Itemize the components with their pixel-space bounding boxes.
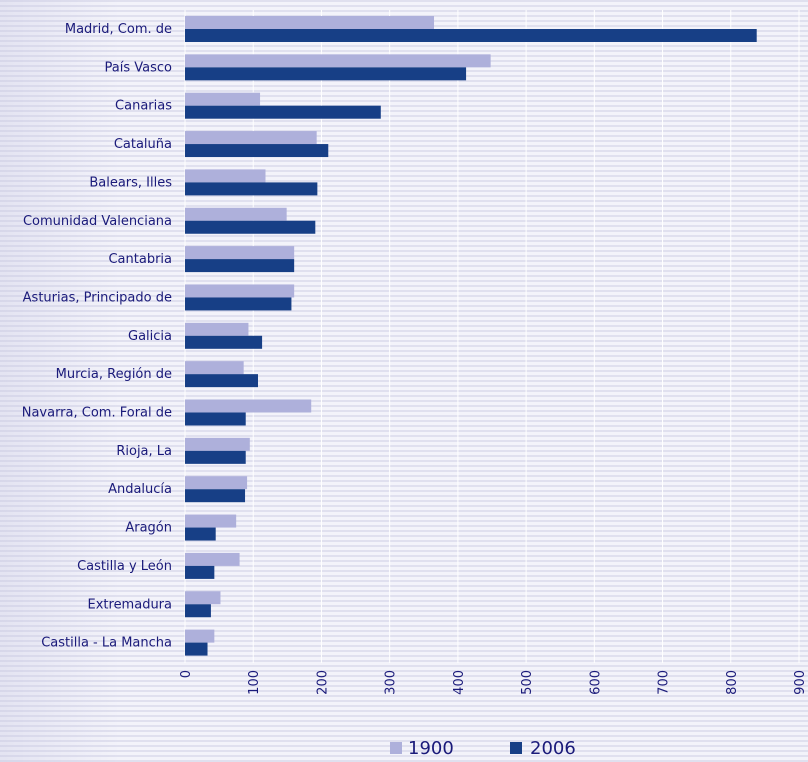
bar-2006 bbox=[185, 450, 246, 464]
x-tick-label: 800 bbox=[725, 670, 740, 695]
bar-1900 bbox=[185, 207, 287, 221]
bar-2006 bbox=[185, 489, 246, 503]
bars bbox=[185, 16, 757, 656]
bar-2006 bbox=[185, 105, 381, 119]
legend: 1900 2006 bbox=[390, 738, 576, 759]
x-tick-label: 400 bbox=[452, 670, 467, 695]
x-tick-label: 0 bbox=[179, 670, 194, 678]
legend-label-1900: 1900 bbox=[408, 738, 454, 759]
bar-1900 bbox=[185, 54, 491, 68]
legend-swatch-1900 bbox=[390, 742, 402, 754]
category-label: Extremadura bbox=[88, 597, 173, 612]
bar-2006 bbox=[185, 259, 295, 273]
bar-2006 bbox=[185, 29, 757, 42]
bar-1900 bbox=[185, 514, 237, 528]
category-label: País Vasco bbox=[105, 60, 173, 75]
bar-1900 bbox=[185, 16, 435, 29]
category-label: Canarias bbox=[115, 99, 172, 114]
bar-1900 bbox=[185, 476, 248, 490]
category-label: Galicia bbox=[128, 329, 172, 344]
category-label: Cantabria bbox=[108, 252, 172, 267]
bar-1900 bbox=[185, 591, 221, 605]
bar-1900 bbox=[185, 629, 215, 643]
bar-2006 bbox=[185, 527, 216, 541]
legend-label-2006: 2006 bbox=[530, 738, 576, 759]
bar-1900 bbox=[185, 92, 261, 106]
category-label: Aragón bbox=[125, 521, 172, 536]
category-label: Murcia, Región de bbox=[56, 367, 172, 382]
category-label: Castilla - La Mancha bbox=[41, 636, 172, 651]
x-tick-label: 200 bbox=[315, 670, 330, 695]
legend-swatch-2006 bbox=[510, 742, 522, 754]
x-axis-tick-labels: 0 100 200 300 400 500 600 700 800 900 bbox=[179, 670, 808, 695]
category-label: Navarra, Com. Foral de bbox=[22, 406, 172, 421]
bar-2006 bbox=[185, 144, 329, 158]
category-label: Andalucía bbox=[108, 482, 172, 497]
category-label: Madrid, Com. de bbox=[65, 22, 172, 37]
x-tick-label: 900 bbox=[793, 670, 808, 695]
category-label: Rioja, La bbox=[116, 444, 172, 459]
bar-1900 bbox=[185, 246, 295, 260]
bar-1900 bbox=[185, 322, 249, 336]
bar-1900 bbox=[185, 284, 295, 298]
bar-2006 bbox=[185, 565, 215, 579]
x-tick-label: 300 bbox=[384, 670, 399, 695]
bar-2006 bbox=[185, 297, 292, 311]
bar-2006 bbox=[185, 412, 246, 426]
bar-2006 bbox=[185, 642, 208, 656]
bar-2006 bbox=[185, 220, 316, 234]
bar-2006 bbox=[185, 335, 263, 349]
category-label: Balears, Illes bbox=[89, 175, 172, 190]
bar-1900 bbox=[185, 399, 312, 413]
bar-2006 bbox=[185, 67, 467, 81]
category-label: Comunidad Valenciana bbox=[23, 214, 172, 229]
bar-1900 bbox=[185, 361, 244, 375]
bar-1900 bbox=[185, 131, 317, 145]
bar-1900 bbox=[185, 169, 266, 183]
bar-1900 bbox=[185, 437, 250, 451]
bar-2006 bbox=[185, 604, 211, 618]
category-label: Cataluña bbox=[114, 137, 172, 152]
gridlines bbox=[184, 10, 800, 663]
category-label: Castilla y León bbox=[77, 559, 172, 574]
bar-1900 bbox=[185, 552, 240, 566]
category-label: Asturias, Principado de bbox=[23, 290, 172, 305]
x-tick-label: 600 bbox=[588, 670, 603, 695]
category-labels: Madrid, Com. de País Vasco Canarias Cataluñ… bbox=[22, 22, 173, 651]
bar-2006 bbox=[185, 182, 318, 196]
x-tick-label: 500 bbox=[520, 670, 535, 695]
x-tick-label: 100 bbox=[247, 670, 262, 695]
x-tick-label: 700 bbox=[657, 670, 672, 695]
bar-2006 bbox=[185, 374, 258, 388]
